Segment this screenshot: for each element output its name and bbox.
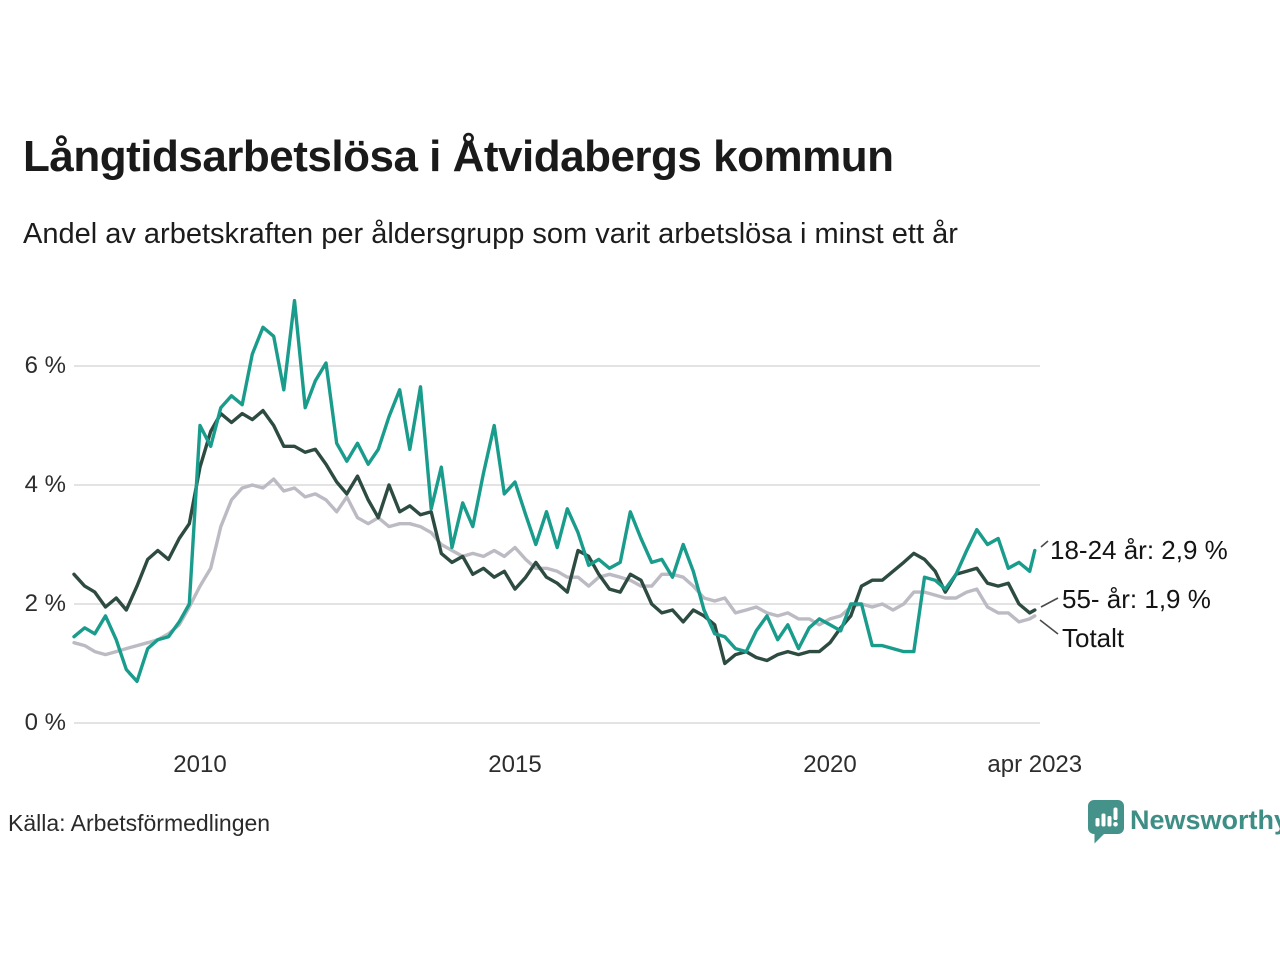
x-tick-2015: 2015: [488, 751, 542, 778]
newsworthy-logo-text: Newsworthy: [1130, 805, 1280, 835]
line-totalt: [72, 477, 1037, 657]
x-tick-2010: 2010: [173, 751, 227, 778]
y-tick-0: 0 %: [24, 709, 66, 736]
newsworthy-logo: Newsworthy: [1086, 798, 1280, 848]
series-end-label-18-24: 18-24 år: 2,9 %: [1050, 535, 1228, 565]
leader-lines: [1039, 540, 1059, 635]
source-note: Källa: Arbetsförmedlingen: [8, 810, 271, 836]
y-tick-4: 4 %: [24, 471, 66, 498]
series-end-label-55: 55- år: 1,9 %: [1062, 584, 1211, 614]
newsworthy-logo-icon: [1088, 800, 1124, 844]
y-tick-2: 2 %: [24, 590, 66, 617]
leader-line-totalt: [1039, 619, 1059, 635]
page-title: Långtidsarbetslösa i Åtvidabergs kommun: [23, 132, 894, 181]
leader-line-55: [1040, 597, 1059, 608]
line-18-24-ar: [72, 298, 1037, 684]
series-lines: [72, 298, 1037, 684]
line-55-ar: [72, 408, 1037, 666]
series-end-label-totalt: Totalt: [1062, 623, 1125, 653]
x-tick-apr-2023: apr 2023: [987, 751, 1083, 778]
x-tick-2020: 2020: [803, 751, 857, 778]
page-subtitle: Andel av arbetskraften per åldersgrupp s…: [23, 218, 958, 250]
y-tick-6: 6 %: [24, 352, 66, 379]
leader-line-18-24: [1040, 540, 1049, 548]
